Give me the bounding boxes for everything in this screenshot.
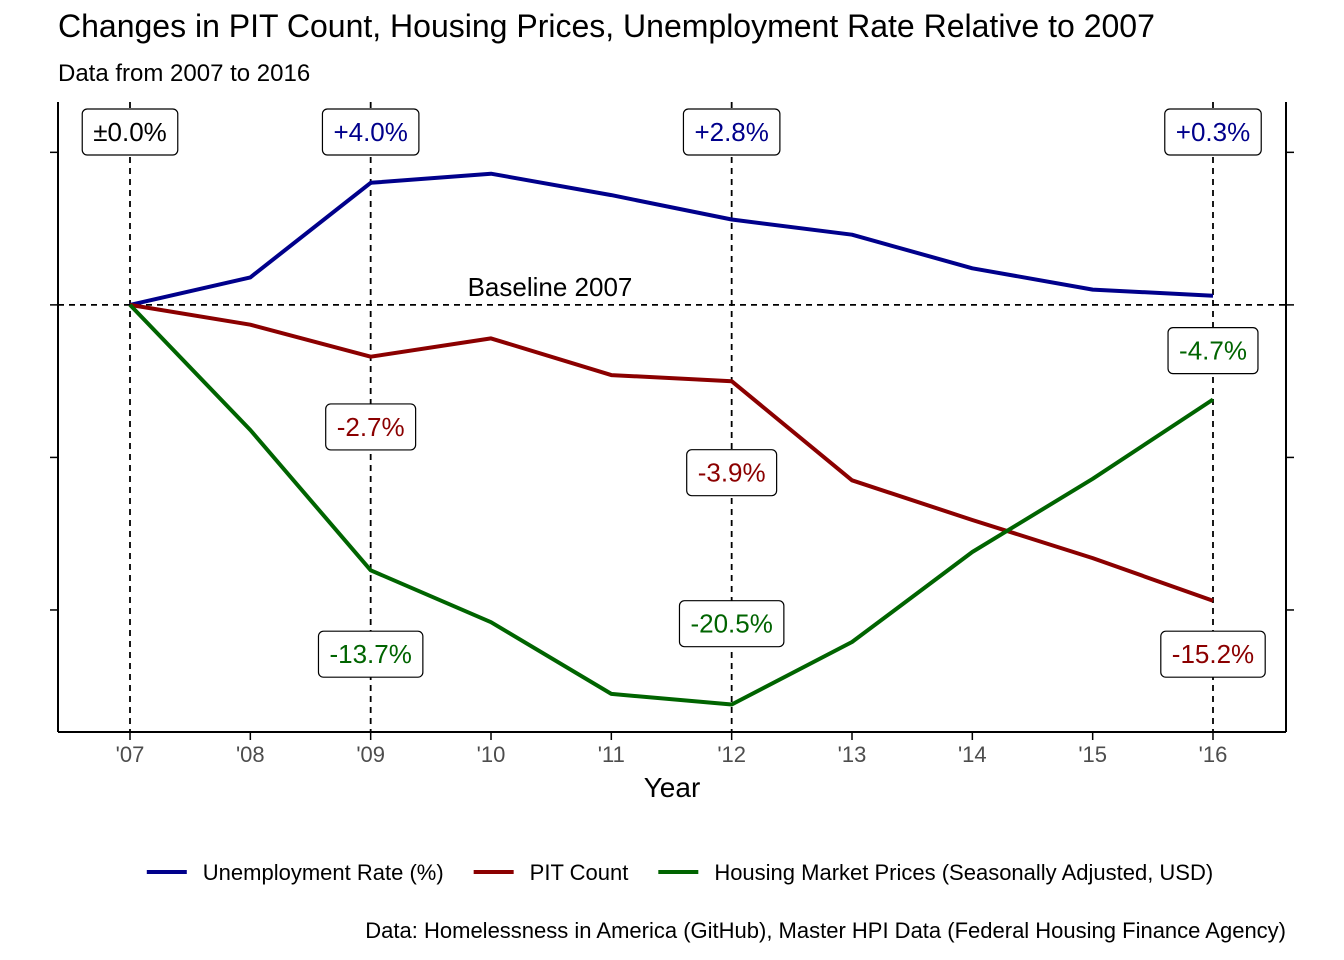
annotation-label: +4.0% xyxy=(333,117,407,147)
x-tick-label: '07 xyxy=(116,742,145,767)
annotation-label: -15.2% xyxy=(1172,639,1254,669)
annotation-label: -13.7% xyxy=(329,639,411,669)
annotation-box xyxy=(682,108,781,156)
x-tick-label: '16 xyxy=(1199,742,1228,767)
annotation-box xyxy=(317,630,424,678)
annotation-label: -2.7% xyxy=(337,412,405,442)
annotation-box xyxy=(81,108,179,156)
legend-label-0: Unemployment Rate (%) xyxy=(203,860,444,885)
annotation-box xyxy=(686,449,778,497)
annotation-label: ±0.0% xyxy=(93,117,167,147)
series-line-0 xyxy=(129,171,1214,307)
annotation-box xyxy=(1167,327,1259,375)
x-tick-label: '08 xyxy=(236,742,265,767)
chart-subtitle: Data from 2007 to 2016 xyxy=(58,60,311,87)
x-tick-label: '09 xyxy=(356,742,385,767)
annotation-label: -3.9% xyxy=(698,458,766,488)
series-line-1 xyxy=(129,302,1214,603)
annotation-box xyxy=(321,108,420,156)
chart-caption: Data: Homelessness in America (GitHub), … xyxy=(365,918,1286,943)
x-tick-label: '15 xyxy=(1078,742,1107,767)
annotation-label: +2.8% xyxy=(694,117,768,147)
legend-label-1: PIT Count xyxy=(530,860,629,885)
annotation-label: -20.5% xyxy=(690,609,772,639)
annotation-box xyxy=(1164,108,1262,156)
annotation-box xyxy=(325,403,417,451)
x-tick-label: '10 xyxy=(477,742,506,767)
baseline-label: Baseline 2007 xyxy=(468,272,633,302)
annotation-box xyxy=(1160,630,1266,678)
legend-label-2: Housing Market Prices (Seasonally Adjust… xyxy=(714,860,1213,885)
annotation-box xyxy=(678,600,785,648)
series-line-2 xyxy=(128,303,1215,707)
x-tick-label: '11 xyxy=(598,742,625,767)
annotation-label: -4.7% xyxy=(1179,336,1247,366)
x-tick-label: '12 xyxy=(717,742,746,767)
x-axis-title: Year xyxy=(644,772,701,803)
x-tick-label: '13 xyxy=(838,742,867,767)
annotation-label: +0.3% xyxy=(1176,117,1250,147)
x-tick-label: '14 xyxy=(958,742,987,767)
chart-title: Changes in PIT Count, Housing Prices, Un… xyxy=(58,8,1155,44)
